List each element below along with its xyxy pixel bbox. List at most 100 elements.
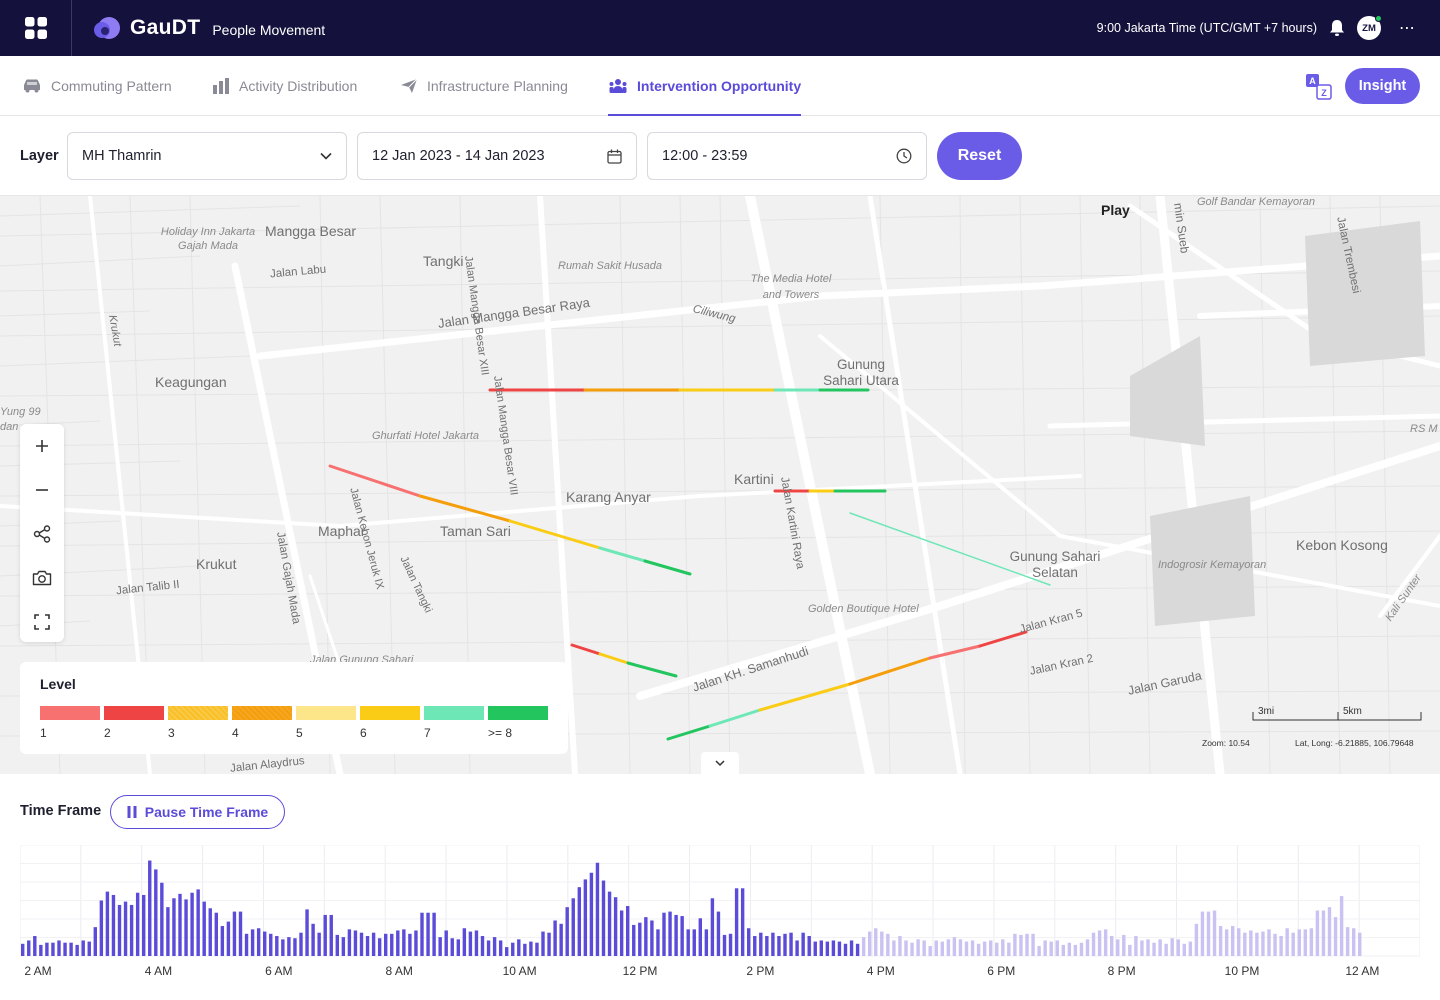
chart-bar[interactable] [928,946,932,956]
chart-bar[interactable] [172,898,176,956]
chart-bar[interactable] [632,924,636,956]
chart-bar[interactable] [39,944,43,956]
chart-bar[interactable] [1031,933,1035,956]
chart-bar[interactable] [1128,944,1132,956]
zoom-out-button[interactable] [20,468,64,512]
chart-bar[interactable] [335,934,339,956]
chart-bar[interactable] [916,939,920,956]
insight-button[interactable]: Insight [1345,68,1420,104]
chart-bar[interactable] [577,887,581,956]
chart-bar[interactable] [396,930,400,956]
more-options-icon[interactable]: ⋯ [1399,20,1416,37]
chart-bar[interactable] [819,940,823,956]
tab-infrastructure-planning[interactable]: Infrastructure Planning [400,56,568,116]
time-range-picker[interactable]: 12:00 - 23:59 [647,132,927,180]
chart-bar[interactable] [650,920,654,956]
chart-bar[interactable] [1243,932,1247,956]
chart-bar[interactable] [359,932,364,956]
chart-bar[interactable] [976,943,981,956]
chart-bar[interactable] [747,928,751,956]
screenshot-button[interactable] [20,556,64,600]
chart-bar[interactable] [244,933,249,956]
chart-bar[interactable] [1073,944,1078,956]
chart-bar[interactable] [1249,930,1253,956]
chart-bar[interactable] [692,929,696,956]
chart-bar[interactable] [619,910,624,956]
chart-bar[interactable] [1279,936,1283,956]
chart-bar[interactable] [934,940,938,956]
chart-bar[interactable] [154,869,158,956]
chart-bar[interactable] [365,936,370,956]
tab-commuting-pattern[interactable]: Commuting Pattern [22,56,172,116]
chart-bar[interactable] [1285,928,1289,956]
chart-bar[interactable] [656,929,660,956]
brand[interactable]: GauDT People Movement [92,15,325,41]
chart-bar[interactable] [801,932,805,956]
chart-bar[interactable] [1291,932,1295,956]
chart-bar[interactable] [970,940,975,956]
chart-bar[interactable] [1140,940,1144,956]
chart-bar[interactable] [1261,931,1265,956]
chart-bar[interactable] [940,941,944,956]
app-grid-menu-button[interactable] [0,0,72,56]
chart-bar[interactable] [281,939,285,956]
chart-bar[interactable] [353,930,358,956]
chart-bar[interactable] [1134,936,1138,956]
chart-bar[interactable] [1200,911,1205,956]
chart-bar[interactable] [63,942,67,956]
chart-bar[interactable] [402,929,406,956]
chart-bar[interactable] [995,942,999,956]
chart-bar[interactable] [1224,929,1229,956]
chart-bar[interactable] [486,940,491,956]
chart-bar[interactable] [1237,928,1241,956]
chart-bar[interactable] [214,912,218,956]
map-view[interactable]: Mangga Besar Tangki Keagungan Karang Any… [0,196,1440,774]
chart-bar[interactable] [1067,942,1072,956]
chart-bar[interactable] [789,932,793,956]
chart-bar[interactable] [613,897,618,956]
pause-time-frame-button[interactable]: Pause Time Frame [110,795,285,829]
chart-bar[interactable] [384,933,388,956]
chart-bar[interactable] [607,891,612,956]
chart-bar[interactable] [184,899,188,956]
chart-bar[interactable] [341,937,346,956]
chart-bar[interactable] [583,879,588,956]
chart-bar[interactable] [220,926,225,956]
bell-icon[interactable] [1329,19,1345,37]
chart-bar[interactable] [57,940,61,956]
chart-bar[interactable] [492,937,497,956]
chart-bar[interactable] [680,916,684,956]
translate-icon[interactable]: A Z [1305,73,1333,101]
chart-bar[interactable] [668,911,672,956]
chart-bar[interactable] [287,937,291,956]
chart-bar[interactable] [874,928,878,956]
chart-bar[interactable] [565,907,569,956]
chart-bar[interactable] [93,927,97,956]
chart-bar[interactable] [414,930,418,956]
chart-bar[interactable] [33,936,37,956]
chart-bar[interactable] [771,932,775,956]
chart-bar[interactable] [269,933,273,956]
chart-bar[interactable] [444,930,448,956]
share-button[interactable] [20,512,64,556]
fullscreen-button[interactable] [20,600,64,644]
chart-bar[interactable] [166,907,170,956]
chart-bar[interactable] [1001,939,1005,956]
chart-bar[interactable] [480,936,485,956]
chart-bar[interactable] [1315,910,1320,956]
chart-bar[interactable] [1085,939,1090,956]
chart-bar[interactable] [1152,942,1156,956]
chart-bar[interactable] [807,936,811,956]
chart-bar[interactable] [952,937,957,956]
chart-bar[interactable] [686,929,690,956]
chart-bar[interactable] [299,932,303,956]
chart-bar[interactable] [886,933,890,956]
chart-bar[interactable] [438,937,442,956]
chart-bar[interactable] [1146,939,1150,956]
chart-bar[interactable] [1267,929,1271,956]
chart-bar[interactable] [1255,932,1259,956]
chart-bar[interactable] [1061,944,1065,956]
chart-bar[interactable] [256,928,261,956]
chart-bar[interactable] [329,914,333,956]
chart-bar[interactable] [795,940,799,956]
